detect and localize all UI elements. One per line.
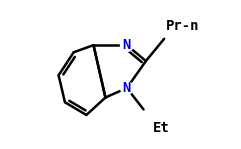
Text: N: N: [123, 81, 131, 95]
Text: Pr-n: Pr-n: [166, 19, 199, 33]
Circle shape: [120, 82, 133, 94]
Circle shape: [120, 39, 133, 52]
Text: N: N: [123, 38, 131, 52]
Text: Et: Et: [153, 121, 169, 135]
